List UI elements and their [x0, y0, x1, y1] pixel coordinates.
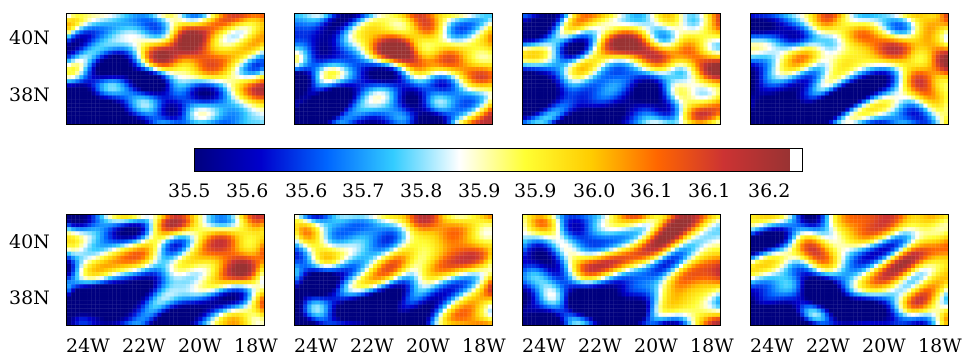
x-tick-label: 20W — [634, 335, 678, 357]
colorbar-tick-label: 36.1 — [688, 180, 731, 202]
colorbar-tick-label: 35.6 — [226, 180, 269, 202]
heatmap-panel-2 — [294, 13, 493, 125]
x-tick-label: 22W — [122, 335, 166, 357]
heatmap-panel-5 — [66, 214, 265, 326]
heatmap-panel-3 — [522, 13, 721, 125]
heatmap-panel-1 — [66, 13, 265, 125]
colorbar-tick-label: 36.0 — [573, 180, 616, 202]
heatmap-panel-7 — [522, 214, 721, 326]
x-tick-label: 18W — [690, 335, 734, 357]
colorbar — [194, 148, 803, 172]
colorbar-tick-label: 36.1 — [630, 180, 673, 202]
colorbar-tick-label: 36.2 — [748, 180, 791, 202]
colorbar-tick-label: 35.8 — [400, 180, 443, 202]
y-tick-label-bottom-40n: 40N — [9, 231, 50, 253]
y-tick-label-top-38n: 38N — [9, 84, 50, 106]
x-tick-label: 22W — [578, 335, 622, 357]
x-tick-label: 24W — [522, 335, 566, 357]
x-tick-label: 20W — [178, 335, 222, 357]
heatmap-panel-4 — [750, 13, 949, 125]
x-tick-label: 24W — [294, 335, 338, 357]
x-tick-label: 20W — [862, 335, 906, 357]
x-tick-label: 22W — [806, 335, 850, 357]
x-tick-label: 18W — [462, 335, 506, 357]
x-tick-label: 18W — [234, 335, 278, 357]
x-tick-label: 24W — [750, 335, 794, 357]
y-tick-label-top-40n: 40N — [9, 27, 50, 49]
heatmap-panel-6 — [294, 214, 493, 326]
colorbar-tick-label: 35.5 — [168, 180, 211, 202]
colorbar-tick-label: 35.9 — [514, 180, 557, 202]
colorbar-tick-label: 35.9 — [458, 180, 501, 202]
y-tick-label-bottom-38n: 38N — [9, 287, 50, 309]
x-tick-label: 18W — [918, 335, 962, 357]
x-tick-label: 22W — [350, 335, 394, 357]
heatmap-panel-8 — [750, 214, 949, 326]
colorbar-tick-label: 35.6 — [285, 180, 328, 202]
x-tick-label: 20W — [406, 335, 450, 357]
colorbar-tick-label: 35.7 — [342, 180, 385, 202]
x-tick-label: 24W — [66, 335, 110, 357]
